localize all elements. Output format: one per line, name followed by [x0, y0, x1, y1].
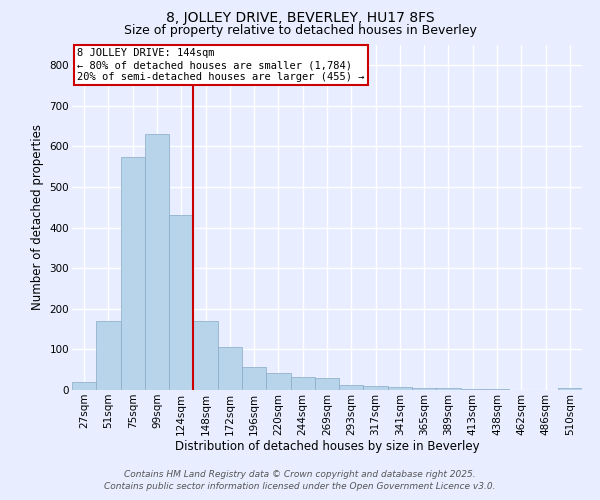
- Text: 8, JOLLEY DRIVE, BEVERLEY, HU17 8FS: 8, JOLLEY DRIVE, BEVERLEY, HU17 8FS: [166, 11, 434, 25]
- Bar: [558, 388, 582, 390]
- Text: Contains HM Land Registry data © Crown copyright and database right 2025.
Contai: Contains HM Land Registry data © Crown c…: [104, 470, 496, 491]
- Bar: [193, 321, 218, 390]
- Bar: [364, 386, 388, 390]
- Bar: [72, 382, 96, 390]
- Bar: [242, 367, 266, 390]
- Text: Size of property relative to detached houses in Beverley: Size of property relative to detached ho…: [124, 24, 476, 37]
- Bar: [339, 384, 364, 390]
- Bar: [218, 348, 242, 390]
- Y-axis label: Number of detached properties: Number of detached properties: [31, 124, 44, 310]
- Text: 8 JOLLEY DRIVE: 144sqm
← 80% of detached houses are smaller (1,784)
20% of semi-: 8 JOLLEY DRIVE: 144sqm ← 80% of detached…: [77, 48, 365, 82]
- Bar: [412, 388, 436, 390]
- Bar: [266, 373, 290, 390]
- Bar: [436, 388, 461, 390]
- Bar: [388, 387, 412, 390]
- X-axis label: Distribution of detached houses by size in Beverley: Distribution of detached houses by size …: [175, 440, 479, 454]
- Bar: [315, 378, 339, 390]
- Bar: [96, 321, 121, 390]
- Bar: [169, 216, 193, 390]
- Bar: [461, 389, 485, 390]
- Bar: [145, 134, 169, 390]
- Bar: [290, 376, 315, 390]
- Bar: [121, 156, 145, 390]
- Bar: [485, 389, 509, 390]
